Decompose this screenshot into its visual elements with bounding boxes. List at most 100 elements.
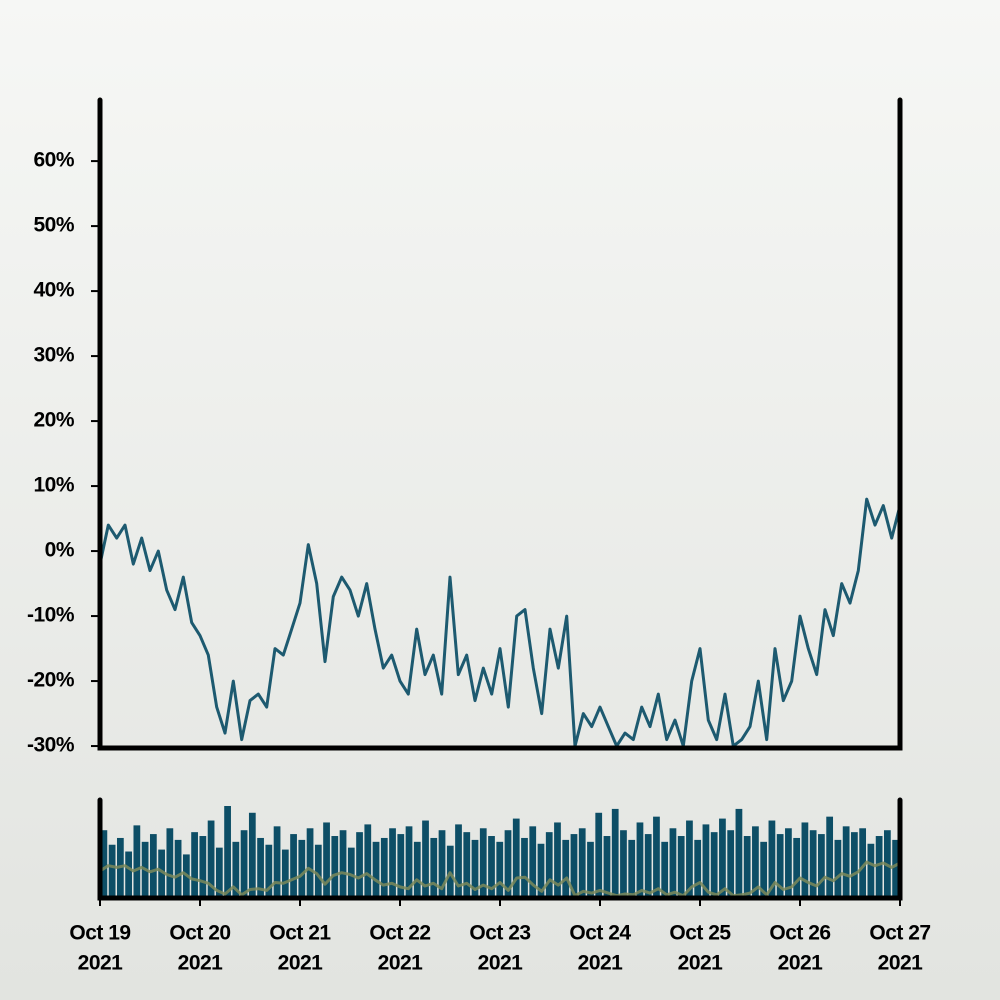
volume-bar	[892, 839, 899, 898]
x-tick-label: 2021	[578, 952, 624, 975]
volume-bar	[529, 826, 537, 898]
volume-bar	[422, 820, 429, 898]
volume-bar	[257, 837, 264, 898]
x-tick-label: Oct 20	[169, 922, 230, 945]
volume-bar	[100, 830, 108, 898]
x-tick-label: 2021	[778, 952, 824, 975]
volume-bar	[768, 820, 776, 898]
volume-bar	[339, 830, 347, 898]
volume-bar	[199, 836, 207, 898]
volume-bar	[364, 824, 372, 898]
volume-bar	[133, 825, 141, 898]
volume-bar	[735, 808, 743, 898]
volume-bar	[859, 828, 867, 898]
volume-bar	[851, 832, 858, 898]
volume-bar	[595, 812, 603, 898]
x-tick-label: 2021	[678, 952, 724, 975]
volume-bar	[620, 830, 627, 898]
volume-bar	[793, 837, 801, 898]
volume-bar	[207, 820, 215, 898]
volume-bar	[331, 836, 339, 898]
volume-bar	[611, 808, 619, 898]
volume-bar	[158, 849, 165, 898]
volume-bar	[166, 828, 174, 898]
volume-bar	[314, 844, 322, 898]
volume-bar	[471, 839, 479, 898]
volume-bar	[389, 828, 396, 898]
volume-bar	[438, 830, 446, 898]
volume-bar	[521, 837, 528, 898]
price-line	[98, 497, 902, 748]
volume-bar	[727, 830, 735, 898]
volume-bar	[149, 834, 157, 898]
volume-bar	[380, 837, 388, 898]
volume-bar	[669, 828, 677, 898]
volume-bar	[554, 822, 561, 898]
y-tick-label: -30%	[27, 734, 75, 757]
navigator-line	[99, 860, 901, 898]
volume-bar	[455, 824, 462, 898]
volume-bar	[397, 834, 405, 898]
volume-bar	[479, 828, 487, 898]
y-tick-label: 50%	[33, 214, 74, 237]
volume-bar	[545, 832, 553, 898]
volume-bar	[281, 849, 289, 898]
x-tick-label: 2021	[278, 952, 324, 975]
volume-bar	[347, 847, 355, 898]
volume-bar	[677, 836, 685, 898]
x-tick-label: Oct 26	[769, 922, 830, 945]
volume-bar	[504, 830, 512, 898]
x-tick-label: 2021	[378, 952, 424, 975]
volume-bar	[496, 841, 504, 898]
volume-bar	[488, 836, 495, 898]
volume-bar	[125, 851, 132, 898]
volume-bar	[174, 839, 182, 898]
volume-bar	[463, 832, 471, 898]
volume-bar	[578, 828, 586, 898]
x-tick-label: 2021	[178, 952, 224, 975]
volume-bar	[108, 844, 116, 898]
x-tick-label: 2021	[78, 952, 124, 975]
volume-bar	[290, 834, 297, 898]
volume-bar	[743, 836, 751, 898]
volume-bar	[570, 834, 578, 898]
volume-bar	[273, 826, 281, 898]
volume-bar	[191, 832, 198, 898]
volume-bar	[867, 843, 875, 898]
x-tick-label: Oct 27	[869, 922, 930, 945]
volume-bar	[636, 822, 644, 898]
volume-bar	[356, 832, 363, 898]
volume-bar	[710, 832, 718, 898]
volume-bar	[240, 830, 248, 898]
volume-bar	[801, 822, 809, 898]
volume-bar	[306, 828, 314, 898]
volume-bar	[224, 806, 231, 898]
volume-bar	[628, 839, 636, 898]
volume-bar	[587, 841, 594, 898]
volume-bar	[661, 841, 669, 898]
volume-bar	[760, 841, 768, 898]
y-tick-label: 60%	[33, 149, 74, 172]
volume-bar	[537, 843, 545, 898]
frame	[97, 797, 903, 901]
frame	[97, 97, 903, 751]
y-tick-label: -10%	[27, 604, 75, 627]
volume-bar	[785, 828, 792, 898]
volume-bar	[875, 836, 883, 898]
volume-bar	[842, 826, 850, 898]
x-tick-label: 2021	[878, 952, 924, 975]
x-tick-label: Oct 24	[569, 922, 631, 945]
volume-bar	[562, 839, 570, 898]
y-tick-label: 40%	[33, 279, 74, 302]
x-tick-label: Oct 21	[269, 922, 331, 945]
volume-bar	[818, 834, 825, 898]
volume-bar	[826, 816, 834, 898]
volume-bar	[248, 812, 256, 898]
volume-bar	[215, 847, 223, 898]
y-tick-label: -20%	[27, 669, 75, 692]
volume-bar	[686, 820, 693, 898]
y-tick-label: 20%	[33, 409, 74, 432]
volume-bar	[776, 834, 784, 898]
volume-bar	[752, 826, 759, 898]
